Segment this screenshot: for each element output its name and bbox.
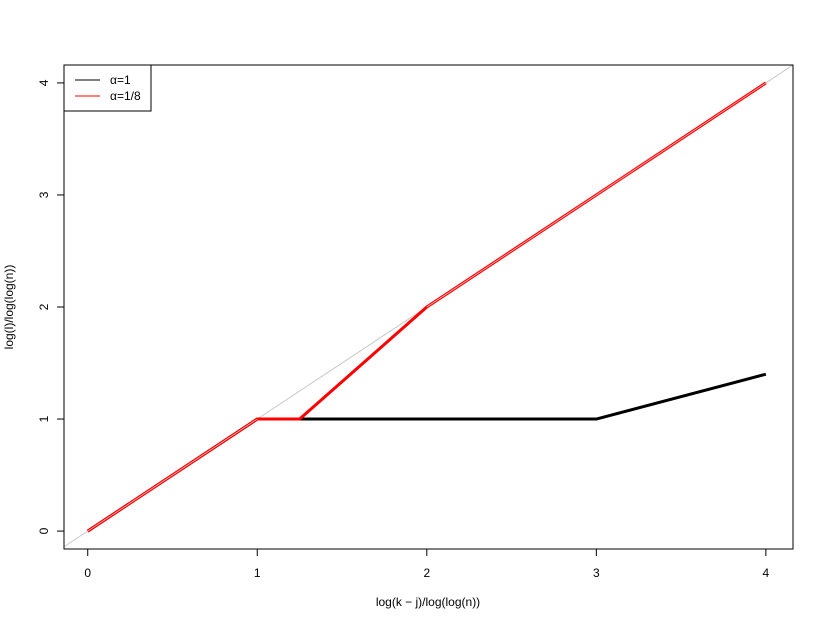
x-tick-label: 0 [84,566,91,580]
y-tick-label: 2 [37,303,51,310]
x-tick-label: 4 [763,566,770,580]
y-axis-title: log(l)/log(log(n)) [2,265,16,350]
x-axis: 0 1 2 3 4 [84,548,770,580]
x-tick-label: 3 [593,566,600,580]
legend-label: α=1/8 [110,89,141,103]
series-line-0 [86,372,767,533]
series-layer [86,81,767,533]
y-tick-label: 0 [37,527,51,534]
series-highlight-upper [426,82,767,308]
legend: α=1 α=1/8 [63,64,152,112]
x-tick-label: 2 [423,566,430,580]
y-tick-label: 1 [37,415,51,422]
x-tick-label: 1 [254,566,261,580]
y-tick-label: 4 [37,79,51,86]
y-axis: 0 1 2 3 4 [37,79,65,534]
y-tick-label: 3 [37,191,51,198]
legend-label: α=1 [110,73,131,87]
legend-box [63,64,152,112]
x-axis-title: log(k − j)/log(log(n)) [376,595,480,609]
series-highlight-lower [87,418,258,532]
